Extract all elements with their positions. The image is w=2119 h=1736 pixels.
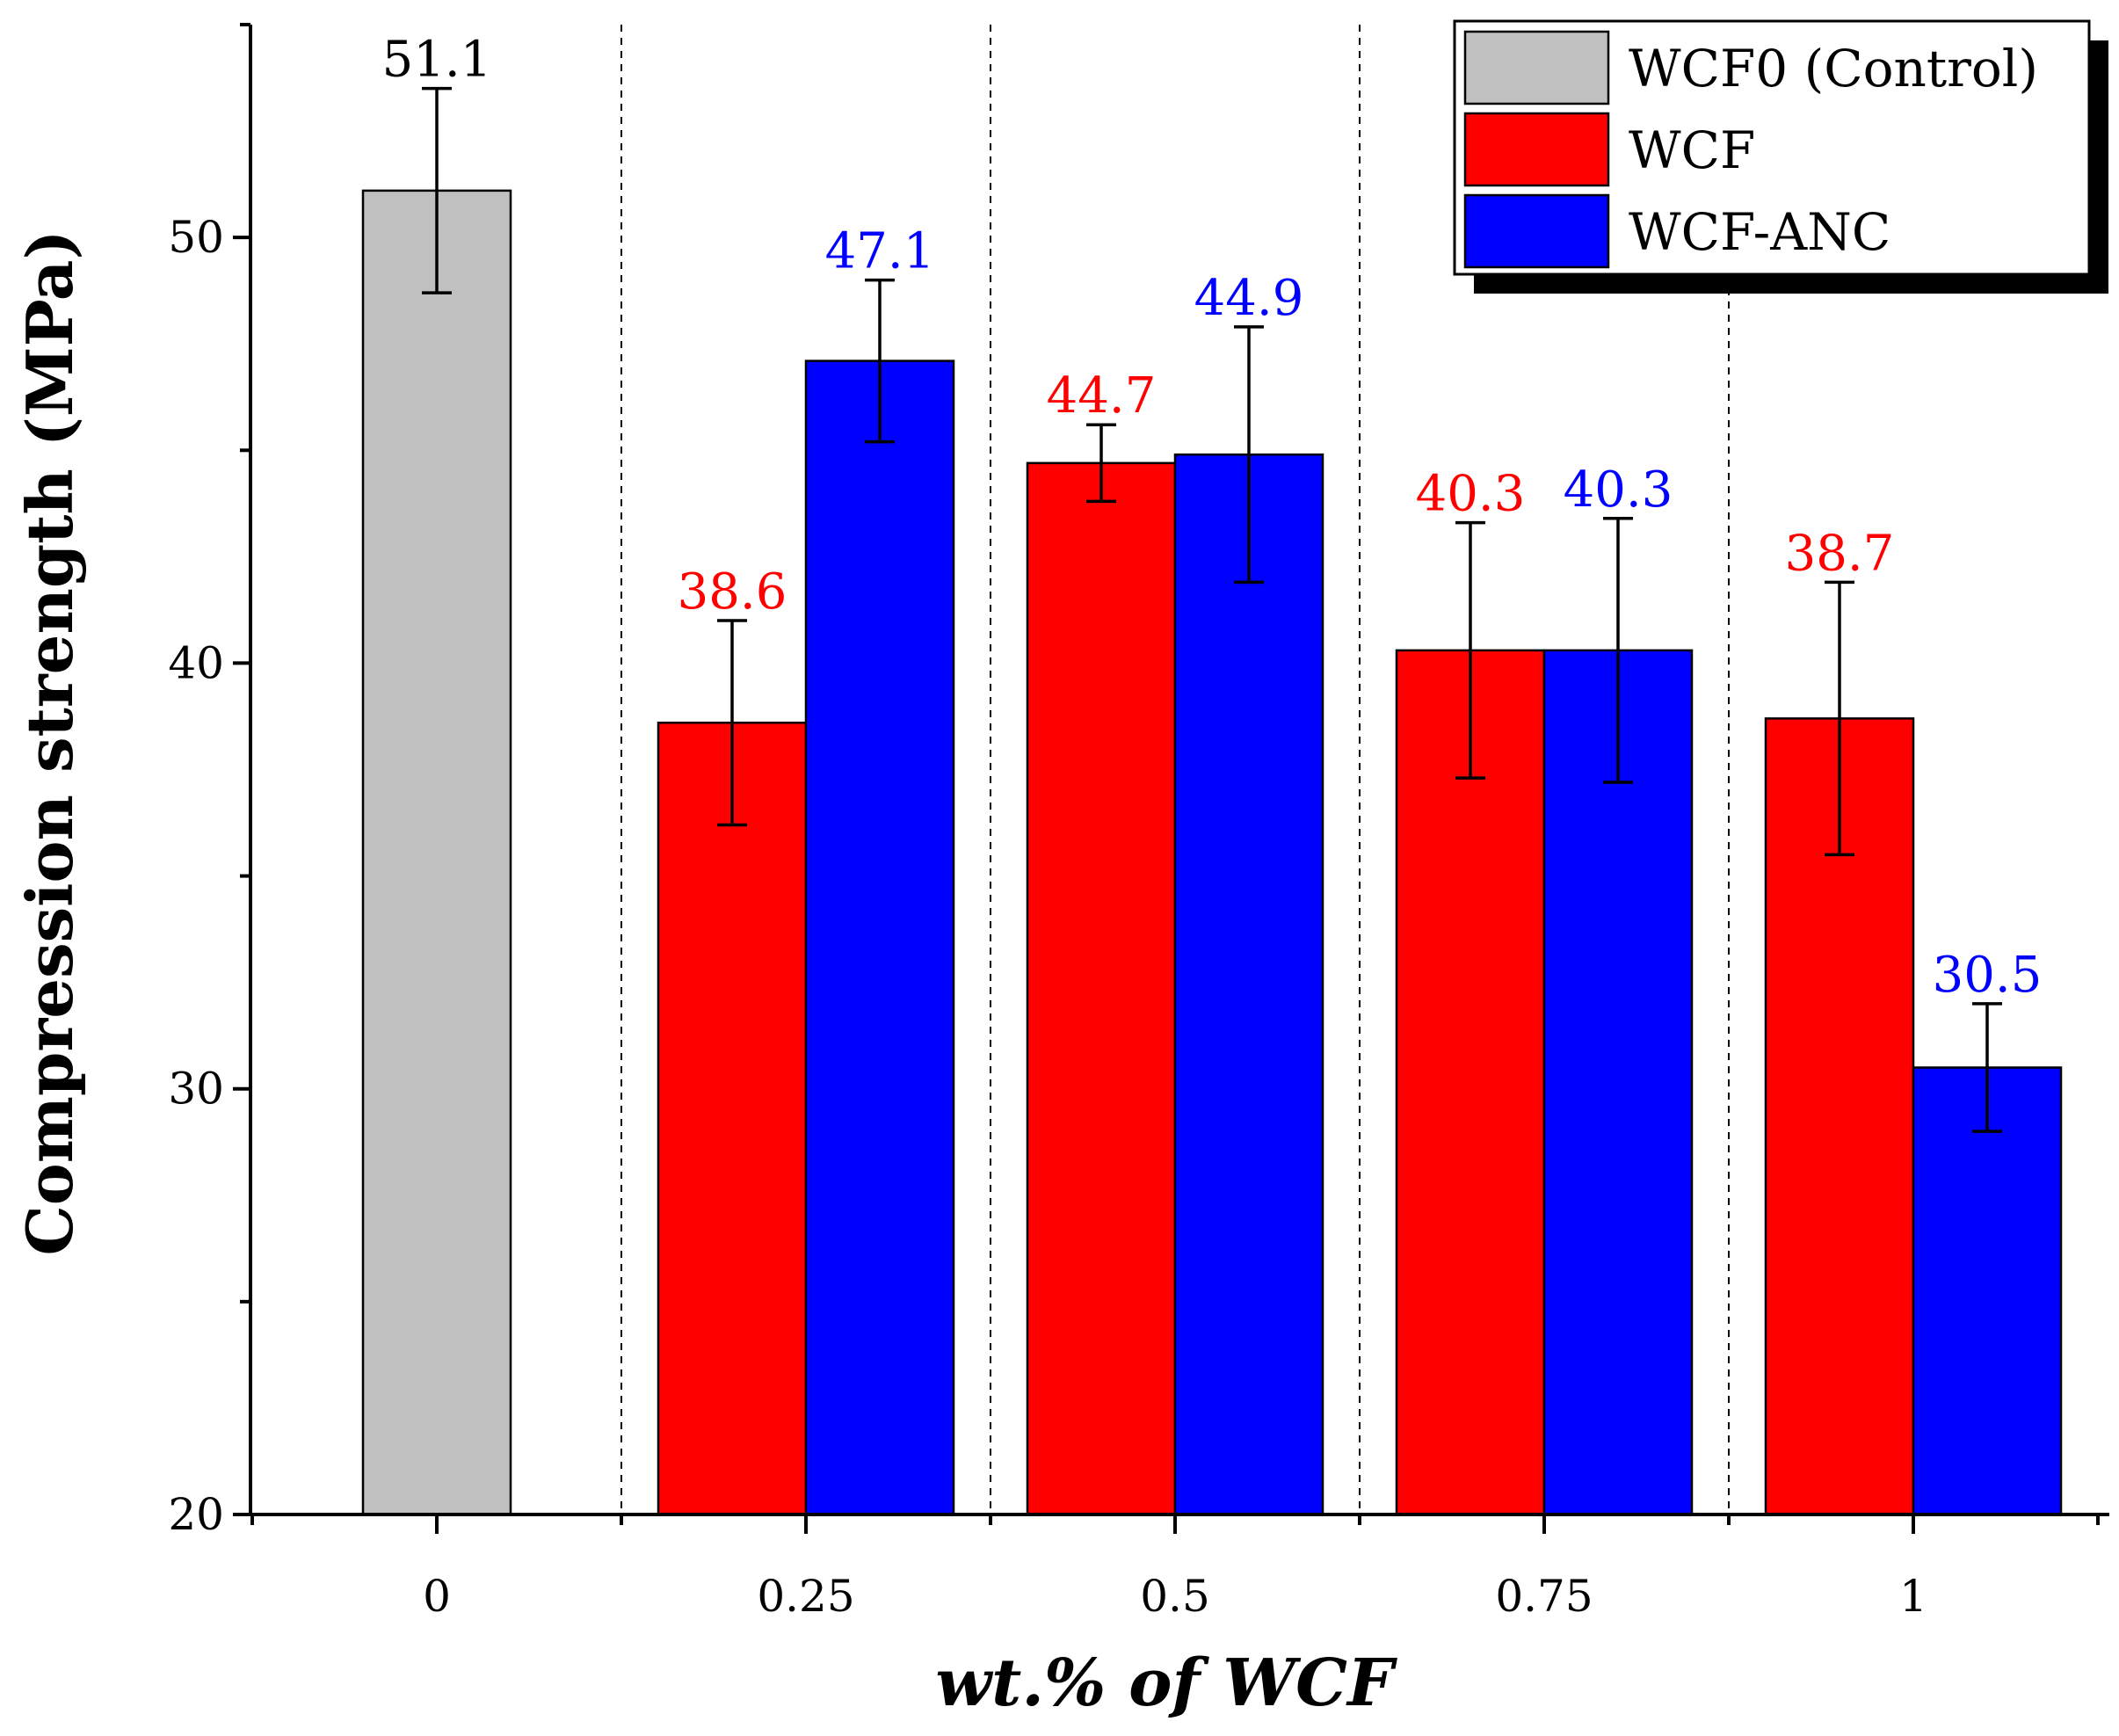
legend-swatch-wcf0-control- [1463,30,1610,105]
error-bar-wcf-1 [1825,580,1854,857]
error-bar-wcf-anc-1 [1972,1002,2002,1133]
bar-wcf-0.5 [1026,461,1177,1516]
x-axis-title: wt.% of WCF [935,1645,1397,1721]
y-tick-label-50: 50 [168,212,224,263]
error-bar-wcf-anc-0.5 [1234,325,1264,585]
y-tick-label-40: 40 [168,637,224,688]
y-tick-label-30: 30 [168,1064,224,1115]
legend-label-wcf0-control-: WCF0 (Control) [1629,39,2038,98]
bar-wcf-anc-0.5 [1173,453,1324,1516]
group-separators [620,25,1730,1514]
bar-wcf-anc-0.25 [804,360,955,1516]
data-label-wcf-0.25: 38.6 [678,563,787,621]
bar-wcf-0.25 [657,721,808,1516]
error-bar-wcf-0.25 [717,619,747,827]
bar-wcf-anc-1 [1912,1066,2063,1516]
error-bar-wcf-anc-0.25 [865,278,895,444]
data-labels-layer: 51.1 38.6 47.1 44.7 44.9 40.3 40.3 38.7 30.5 [382,32,2043,1004]
x-tick-label-1: 1 [1899,1571,1927,1622]
error-bar-wcf-0.75 [1455,520,1485,780]
data-label-wcf-0.5: 44.7 [1047,367,1157,425]
bars-layer [361,189,2063,1516]
error-bar-wcf0-control--0 [422,86,452,294]
bar-wcf0-control--0 [361,189,512,1516]
y-tick-label-20: 20 [168,1489,224,1540]
y-axis-title: Compression strength (MPa) [12,229,87,1255]
x-tick-label-0.5: 0.5 [1140,1571,1210,1622]
error-bar-wcf-anc-0.75 [1603,517,1633,784]
legend-swatch-wcf [1463,112,1610,187]
legend: WCF0 (Control) WCF WCF-ANC [1453,19,2108,294]
legend-label-wcf: WCF [1629,120,1755,180]
data-label-wcf0-control--0: 51.1 [382,32,492,89]
data-label-wcf-anc-1: 30.5 [1933,947,2043,1004]
bar-wcf-anc-0.75 [1542,649,1694,1516]
data-label-wcf-anc-0.5: 44.9 [1194,270,1304,327]
x-tick-label-0.75: 0.75 [1495,1571,1593,1622]
legend-label-wcf-anc: WCF-ANC [1629,202,1890,262]
x-tick-label-0: 0 [423,1571,451,1622]
error-bars-layer [422,86,2002,1133]
error-bar-wcf-0.5 [1086,423,1116,504]
legend-swatch-wcf-anc [1463,193,1610,269]
axes-layer: 20 30 40 50 0 0.25 0.5 0.75 1 [168,23,2109,1622]
data-label-wcf-anc-0.75: 40.3 [1564,461,1673,519]
data-label-wcf-anc-0.25: 47.1 [825,223,935,280]
x-tick-label-0.25: 0.25 [757,1571,854,1622]
data-label-wcf-1: 38.7 [1785,525,1895,582]
data-label-wcf-0.75: 40.3 [1416,466,1526,523]
bar-wcf-0.75 [1395,649,1546,1516]
